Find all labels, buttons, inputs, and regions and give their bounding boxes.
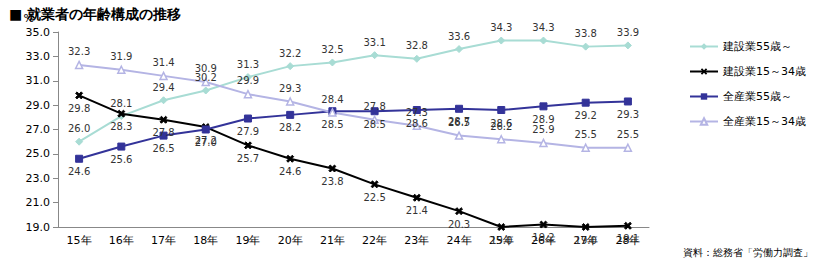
svg-text:21.0: 21.0 <box>26 196 51 209</box>
svg-text:34.3: 34.3 <box>490 22 512 33</box>
svg-text:29.3: 29.3 <box>279 83 301 94</box>
svg-text:32.8: 32.8 <box>406 40 428 51</box>
svg-text:27.8: 27.8 <box>152 127 174 138</box>
svg-text:24.6: 24.6 <box>68 166 90 177</box>
svg-text:25.9: 25.9 <box>532 124 554 135</box>
svg-text:28.3: 28.3 <box>110 121 132 132</box>
svg-text:28.5: 28.5 <box>363 119 385 130</box>
svg-text:28.2: 28.2 <box>279 122 301 133</box>
svg-text:18年: 18年 <box>193 234 218 247</box>
svg-text:19.1: 19.1 <box>617 233 639 244</box>
svg-text:全産業15～34歳: 全産業15～34歳 <box>723 115 806 128</box>
svg-text:31.9: 31.9 <box>110 51 132 62</box>
svg-text:27.3: 27.3 <box>406 107 428 118</box>
svg-text:19年: 19年 <box>235 234 260 247</box>
svg-text:32.5: 32.5 <box>321 44 343 55</box>
svg-text:■ 就業者の年齢構成の推移: ■ 就業者の年齢構成の推移 <box>9 6 181 22</box>
svg-text:20年: 20年 <box>278 234 303 247</box>
svg-text:17年: 17年 <box>151 234 176 247</box>
svg-text:19.0: 19.0 <box>26 221 51 234</box>
svg-text:32.2: 32.2 <box>279 48 301 59</box>
svg-text:24.6: 24.6 <box>279 166 301 177</box>
svg-text:26.2: 26.2 <box>490 121 512 132</box>
svg-text:33.0: 33.0 <box>26 50 51 63</box>
svg-text:25.0: 25.0 <box>26 147 51 160</box>
svg-text:28.5: 28.5 <box>321 119 343 130</box>
svg-text:19.0: 19.0 <box>490 235 512 246</box>
svg-text:全産業55歳～: 全産業55歳～ <box>723 90 792 103</box>
svg-text:29.3: 29.3 <box>617 109 639 120</box>
svg-text:33.6: 33.6 <box>448 31 470 42</box>
svg-text:24年: 24年 <box>447 234 472 247</box>
svg-text:25.5: 25.5 <box>575 129 597 140</box>
svg-text:35.0: 35.0 <box>26 26 51 39</box>
svg-text:15年: 15年 <box>67 234 92 247</box>
svg-text:29.2: 29.2 <box>575 110 597 121</box>
svg-text:33.9: 33.9 <box>617 27 639 38</box>
svg-text:33.1: 33.1 <box>363 37 385 48</box>
svg-text:28.6: 28.6 <box>406 118 428 129</box>
svg-text:27.0: 27.0 <box>26 123 51 136</box>
svg-text:28.4: 28.4 <box>321 94 343 105</box>
svg-text:27.0: 27.0 <box>195 137 217 148</box>
svg-text:30.9: 30.9 <box>195 63 217 74</box>
svg-text:27.8: 27.8 <box>363 101 385 112</box>
svg-text:29.4: 29.4 <box>152 82 174 93</box>
svg-text:27.9: 27.9 <box>237 126 259 137</box>
svg-text:34.3: 34.3 <box>532 22 554 33</box>
svg-text:32.3: 32.3 <box>68 46 90 57</box>
svg-text:25.7: 25.7 <box>237 153 259 164</box>
svg-text:23.8: 23.8 <box>321 176 343 187</box>
svg-text:25.5: 25.5 <box>617 129 639 140</box>
svg-text:建設業15～34歳: 建設業15～34歳 <box>722 65 806 78</box>
svg-text:25年: 25年 <box>489 234 514 247</box>
svg-text:28.9: 28.9 <box>532 113 555 125</box>
svg-text:16年: 16年 <box>109 234 134 247</box>
svg-text:31.3: 31.3 <box>237 59 259 70</box>
svg-text:29.9: 29.9 <box>237 75 259 86</box>
svg-text:31.0: 31.0 <box>26 74 51 87</box>
svg-text:建設業55歳～: 建設業55歳～ <box>722 40 792 53</box>
svg-text:29.8: 29.8 <box>68 103 90 114</box>
svg-text:27年: 27年 <box>573 234 598 247</box>
svg-text:22年: 22年 <box>362 234 387 247</box>
svg-text:資料：総務省「労働力調査」: 資料：総務省「労働力調査」 <box>683 247 813 258</box>
svg-text:25.6: 25.6 <box>110 154 132 165</box>
svg-text:33.8: 33.8 <box>575 28 597 39</box>
svg-text:21.4: 21.4 <box>406 205 428 216</box>
svg-text:19.0: 19.0 <box>575 235 597 246</box>
svg-text:19.2: 19.2 <box>532 232 554 243</box>
svg-text:26.5: 26.5 <box>152 143 174 154</box>
svg-text:22.5: 22.5 <box>363 192 385 203</box>
svg-text:26.5: 26.5 <box>448 117 470 128</box>
svg-text:28.1: 28.1 <box>110 98 132 109</box>
svg-text:26.0: 26.0 <box>68 123 90 134</box>
svg-text:28年: 28年 <box>615 234 640 247</box>
svg-text:23年: 23年 <box>404 234 429 247</box>
svg-text:20.3: 20.3 <box>448 219 470 230</box>
svg-text:21年: 21年 <box>320 234 345 247</box>
svg-text:30.2: 30.2 <box>194 72 217 83</box>
svg-text:23.0: 23.0 <box>26 172 51 185</box>
svg-text:31.4: 31.4 <box>152 57 174 68</box>
svg-text:29.0: 29.0 <box>26 99 51 112</box>
svg-text:28.7: 28.7 <box>448 116 470 127</box>
